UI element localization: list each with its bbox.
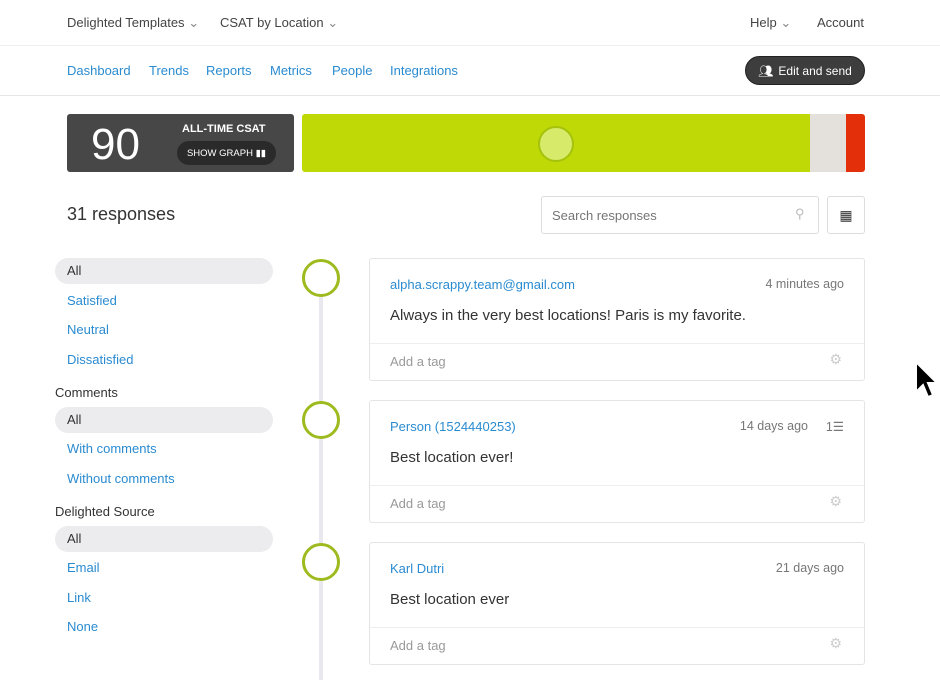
filter-satisfied[interactable]: Satisfied [67, 292, 117, 308]
smiley-icon [538, 126, 574, 162]
nav-metrics[interactable]: Metrics [270, 63, 312, 78]
smiley-icon [302, 543, 340, 581]
chevron-down-icon: ⌄ [188, 15, 200, 30]
response-card: alpha.scrappy.team@gmail.com 4 minutes a… [369, 258, 865, 381]
chevron-down-icon: ⌄ [327, 15, 339, 30]
csat-score-panel: 90 ALL-TIME CSAT SHOW GRAPH ▮▮ [67, 114, 294, 172]
nav-trends[interactable]: Trends [149, 63, 189, 78]
timestamp: 4 minutes ago [765, 277, 844, 291]
source-none[interactable]: None [67, 619, 99, 634]
response-count: 31 responses [67, 204, 176, 224]
distribution-segment-dissatisfied[interactable] [845, 114, 865, 172]
survey-dropdown[interactable]: CSAT by Location ⌄ [220, 15, 339, 30]
respondent-link[interactable]: alpha.scrappy.team@gmail.com [390, 277, 575, 292]
source-email[interactable]: Email [67, 560, 100, 575]
distribution-bar [302, 114, 865, 172]
respondent-link[interactable]: Person (1524440253) [390, 419, 516, 434]
nav-integrations[interactable]: Integrations [390, 63, 458, 78]
show-graph-button[interactable]: SHOW GRAPH ▮▮ [177, 141, 276, 165]
distribution-segment-neutral[interactable] [809, 114, 846, 172]
timestamp: 14 days ago [739, 419, 808, 433]
main-nav: Dashboard Trends Reports Metrics People … [0, 46, 940, 96]
edit-and-send-button[interactable]: 👥︎ Edit and send [745, 56, 865, 85]
search-input[interactable] [541, 196, 819, 234]
gear-icon[interactable]: ⚙ [829, 351, 842, 367]
help-dropdown[interactable]: Help ⌄ [750, 15, 792, 30]
source-link[interactable]: Link [67, 589, 91, 605]
timeline [319, 280, 323, 680]
filter-sidebar: All Satisfied Neutral Dissatisfied Comme… [55, 258, 273, 644]
mouse-cursor-icon [915, 360, 940, 399]
source-all[interactable]: All [55, 525, 273, 552]
response-card: Karl Dutri 21 days ago Best location eve… [369, 542, 865, 665]
search-icon[interactable]: ⚲ [795, 206, 805, 221]
nav-people[interactable]: People [332, 63, 373, 78]
account-link[interactable]: Account [817, 15, 864, 30]
comment-text: Best location ever! [390, 449, 514, 466]
smiley-icon [302, 401, 340, 439]
response-card: Person (1524440253) 14 days ago 1☰ Best … [369, 400, 865, 523]
smiley-icon [302, 259, 340, 297]
comment-text: Always in the very best locations! Paris… [390, 307, 746, 324]
calendar-button[interactable]: ▦ [827, 196, 865, 234]
properties-count[interactable]: 1☰ [825, 420, 844, 434]
chevron-down-icon: ⌄ [780, 15, 792, 30]
csat-label: ALL-TIME CSAT [182, 123, 266, 135]
top-bar: Delighted Templates ⌄ CSAT by Location ⌄… [0, 0, 940, 46]
people-icon: 👥︎ [758, 63, 774, 78]
gear-icon[interactable]: ⚙ [829, 493, 842, 509]
with-comments[interactable]: With comments [67, 441, 157, 456]
add-tag-input[interactable]: Add a tag [370, 343, 864, 379]
timestamp: 21 days ago [775, 561, 844, 575]
without-comments[interactable]: Without comments [67, 470, 175, 486]
comments-all[interactable]: All [55, 406, 273, 433]
filter-dissatisfied[interactable]: Dissatisfied [67, 351, 134, 367]
respondent-link[interactable]: Karl Dutri [390, 561, 445, 576]
list-icon: ☰ [832, 420, 844, 434]
comments-heading: Comments [55, 384, 118, 400]
filter-neutral[interactable]: Neutral [67, 322, 109, 337]
comment-text: Best location ever [390, 591, 510, 608]
nav-dashboard[interactable]: Dashboard [67, 63, 131, 78]
gear-icon[interactable]: ⚙ [829, 635, 842, 651]
bar-chart-icon: ▮▮ [255, 147, 267, 159]
add-tag-input[interactable]: Add a tag [370, 485, 864, 521]
filter-all[interactable]: All [55, 258, 273, 284]
calendar-icon: ▦ [839, 206, 853, 223]
add-tag-input[interactable]: Add a tag [370, 627, 864, 663]
templates-dropdown[interactable]: Delighted Templates ⌄ [67, 15, 200, 30]
nav-reports[interactable]: Reports [206, 63, 252, 78]
source-heading: Delighted Source [55, 503, 155, 519]
csat-value: 90 [91, 120, 140, 169]
